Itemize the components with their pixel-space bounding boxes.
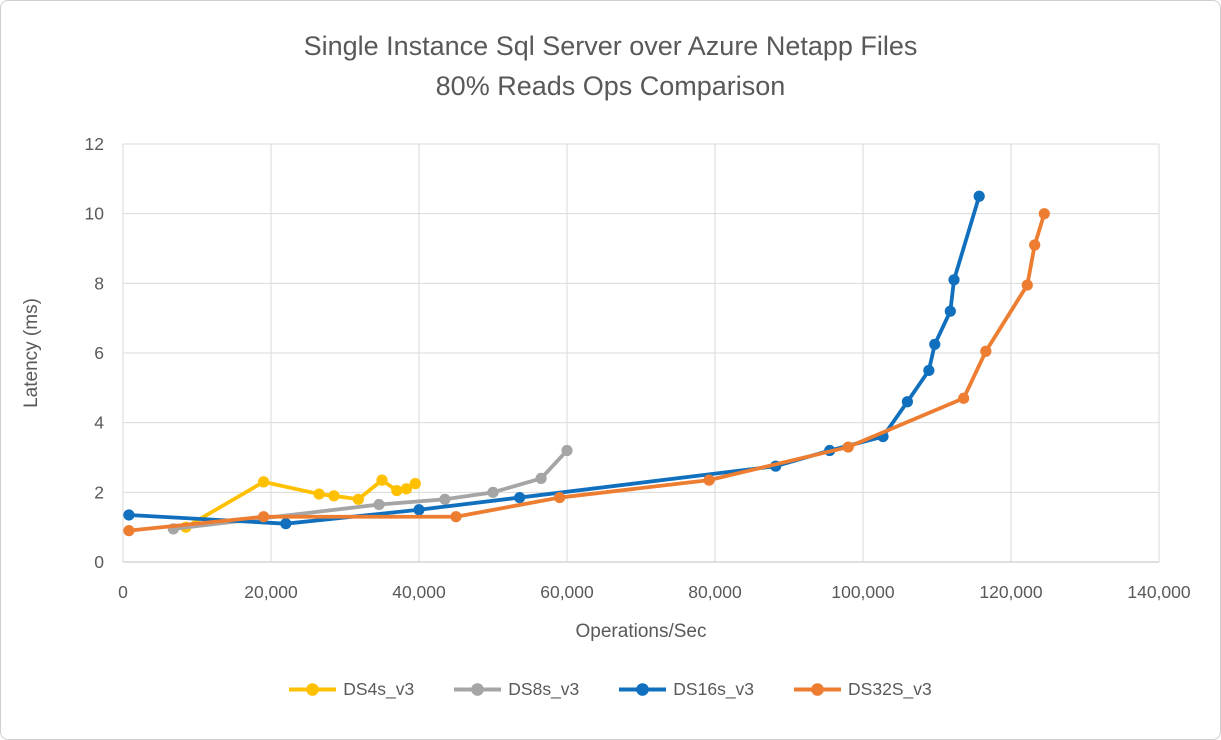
data-point: [980, 345, 992, 357]
data-point: [123, 509, 135, 521]
data-point: [944, 305, 956, 317]
x-tick-label: 40,000: [392, 582, 446, 602]
data-point: [352, 493, 364, 505]
series-DS16s_v3: [123, 190, 985, 530]
legend-label: DS8s_v3: [508, 678, 580, 699]
x-tick-label: 20,000: [244, 582, 298, 602]
chart-subtitle: 80% Reads Ops Comparison: [435, 71, 786, 101]
legend-marker-icon: [289, 682, 337, 696]
y-tick-label: 8: [94, 273, 104, 293]
y-axis-title: Latency (ms): [21, 298, 42, 408]
chart-title: Single Instance Sql Server over Azure Ne…: [303, 31, 918, 61]
data-point: [1029, 239, 1041, 251]
y-tick-label: 0: [94, 552, 104, 572]
data-point: [561, 444, 573, 457]
x-axis-title: Operations/Sec: [575, 621, 707, 642]
legend-marker-icon: [794, 682, 842, 696]
legend: DS4s_v3 DS8s_v3 DS16s_v3 DS32S_v3: [1, 675, 1220, 703]
x-tick-label: 100,000: [831, 582, 895, 602]
y-tick-label: 2: [94, 482, 104, 502]
data-point: [487, 486, 499, 498]
series-DS8s_v3: [167, 444, 573, 535]
x-tick-label: 140,000: [1127, 582, 1191, 602]
data-point: [923, 364, 935, 377]
series-DS32S_v3: [123, 208, 1050, 537]
legend-marker-icon: [619, 682, 667, 696]
legend-label: DS4s_v3: [343, 678, 415, 699]
x-tick-label: 120,000: [979, 582, 1043, 602]
chart-title-block: Single Instance Sql Server over Azure Ne…: [1, 26, 1220, 106]
x-tick-label: 80,000: [688, 582, 742, 602]
data-point: [703, 474, 715, 486]
data-point: [439, 493, 451, 505]
y-tick-label: 6: [94, 343, 104, 363]
data-point: [409, 478, 421, 490]
y-tick-label: 10: [85, 204, 105, 224]
data-point: [929, 338, 941, 350]
x-tick-label: 0: [118, 582, 128, 602]
series-line: [127, 194, 982, 526]
data-point: [123, 525, 135, 537]
data-point: [948, 274, 960, 286]
data-point: [450, 511, 462, 523]
x-tick-label: 60,000: [540, 582, 594, 602]
data-point: [1021, 279, 1033, 291]
legend-item-DS16s_v3: DS16s_v3: [619, 675, 754, 703]
legend-label: DS16s_v3: [673, 678, 755, 699]
data-point: [842, 441, 854, 453]
data-point: [973, 190, 985, 202]
legend-item-DS8s_v3: DS8s_v3: [454, 675, 579, 703]
legend-marker-icon: [454, 682, 502, 696]
data-point: [413, 504, 425, 516]
data-point: [901, 396, 914, 408]
legend-item-DS4s_v3: DS4s_v3: [289, 675, 414, 703]
data-point: [313, 488, 325, 500]
data-point: [328, 490, 340, 502]
legend-item-DS32S_v3: DS32S_v3: [794, 675, 932, 703]
legend-label: DS32S_v3: [848, 678, 932, 699]
data-point: [535, 472, 547, 484]
data-point: [514, 491, 526, 504]
data-point: [258, 511, 270, 523]
y-tick-label: 4: [94, 413, 104, 433]
data-point: [373, 498, 385, 511]
data-point: [391, 484, 403, 497]
data-point: [958, 392, 970, 404]
data-point: [376, 474, 388, 486]
data-point: [258, 476, 270, 488]
data-point: [280, 518, 292, 530]
data-point: [400, 483, 413, 495]
data-point: [1038, 208, 1050, 220]
series-line: [171, 448, 569, 531]
chart-svg: 0 2 4 6 8 10 12 0 20,000 40,000 60,000 80,000 100,00…: [85, 134, 1191, 602]
data-point: [554, 491, 566, 504]
y-tick-label: 12: [85, 134, 104, 154]
